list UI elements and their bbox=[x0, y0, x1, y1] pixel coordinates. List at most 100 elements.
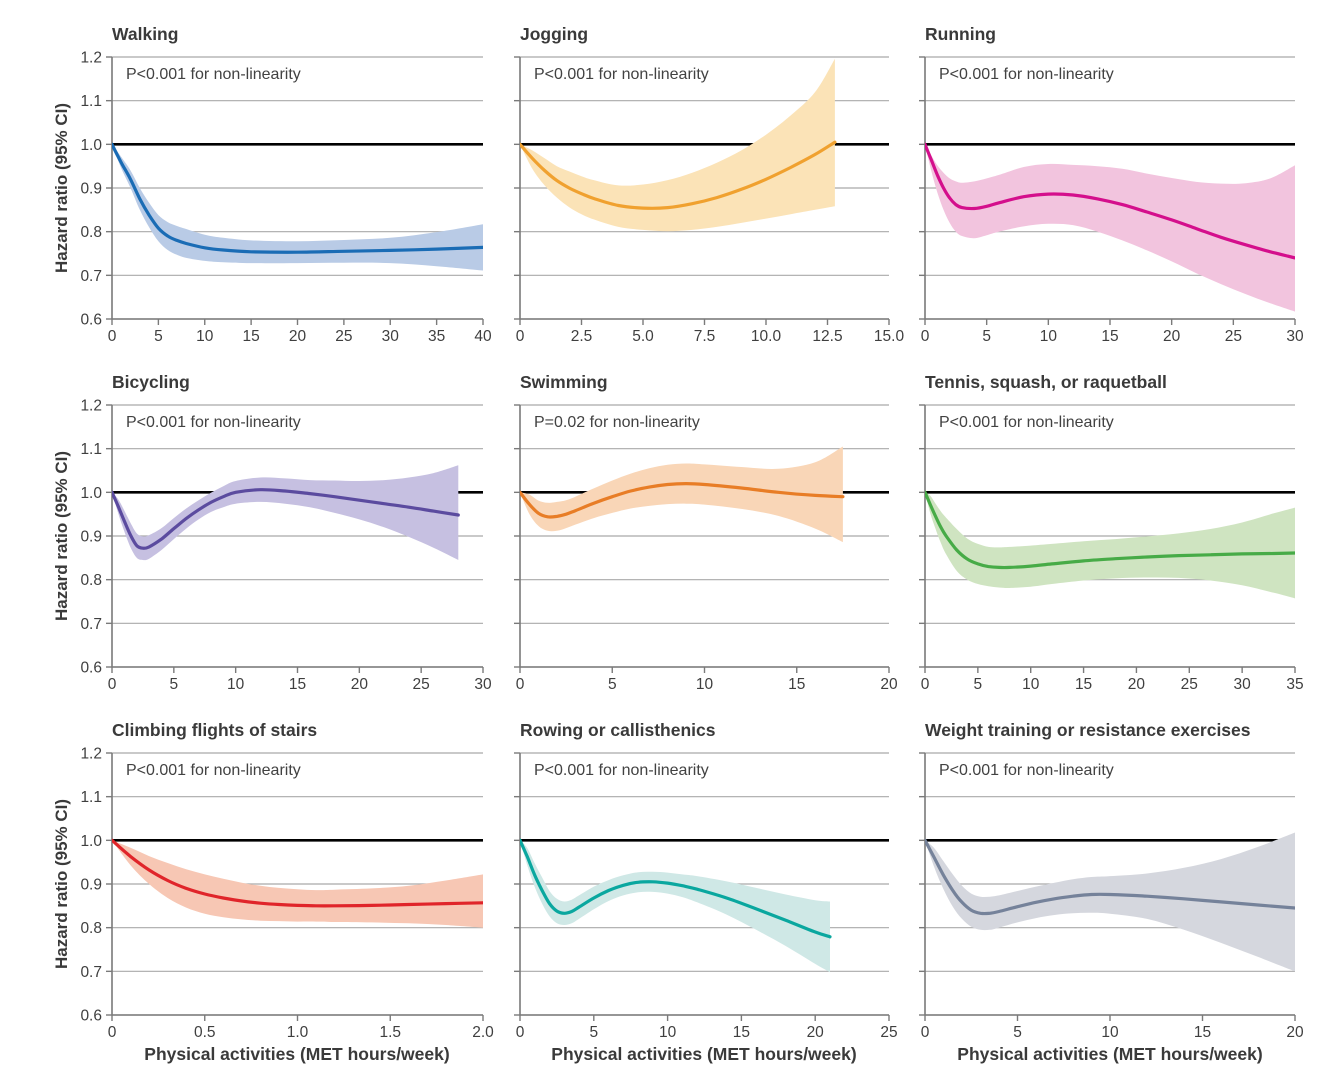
plot-bicycling: 1.2 1.1 1.0 0.9 0.8 0.7 0.6 0 5 10 15 20 25 30 bbox=[80, 397, 492, 693]
x-tick-label: 10 bbox=[659, 1024, 677, 1041]
x-tick-label: 2.0 bbox=[472, 1024, 494, 1041]
y-tick-label: 1.0 bbox=[80, 833, 102, 850]
x-tick-label: 20 bbox=[880, 676, 898, 693]
y-tick-label: 0.9 bbox=[80, 876, 102, 893]
hazard-ratio-curve bbox=[925, 838, 1295, 916]
x-tick-label: 7.5 bbox=[694, 328, 716, 345]
x-tick-label: 5 bbox=[608, 676, 617, 693]
panel-title-tennis: Tennis, squash, or raquetball bbox=[925, 372, 1167, 392]
x-tick-label: 25 bbox=[1181, 676, 1198, 693]
x-tick-label: 20 bbox=[351, 676, 369, 693]
panel-title-stairs: Climbing flights of stairs bbox=[112, 720, 318, 740]
x-tick-label: 30 bbox=[382, 328, 400, 345]
ci-band bbox=[925, 832, 1295, 972]
x-tick-label: 15 bbox=[788, 676, 805, 693]
x-tick-label: 0 bbox=[921, 1024, 930, 1041]
x-tick-label: 10 bbox=[1040, 328, 1058, 345]
y-tick-label: 0.8 bbox=[80, 224, 102, 241]
y-tick-label: 1.2 bbox=[80, 745, 102, 762]
x-tick-label: 15 bbox=[733, 1024, 750, 1041]
hazard-ratio-curve bbox=[925, 490, 1295, 570]
x-tick-label: 0.5 bbox=[194, 1024, 216, 1041]
ci-band bbox=[520, 840, 830, 973]
x-tick-label: 2.5 bbox=[571, 328, 593, 345]
panel-note-running: P<0.001 for non-linearity bbox=[939, 66, 1114, 83]
ci-band bbox=[925, 144, 1295, 312]
x-tick-label: 5 bbox=[170, 676, 179, 693]
x-tick-label: 5 bbox=[589, 1024, 598, 1041]
x-tick-label: 0 bbox=[108, 328, 117, 345]
plot-jogging: 0 2.5 5.0 7.5 10.0 12.5 15.0 bbox=[514, 56, 905, 345]
hazard-ratio-curve bbox=[520, 838, 832, 939]
x-tick-label: 0 bbox=[516, 1024, 525, 1041]
y-tick-label: 1.2 bbox=[80, 49, 102, 66]
x-tick-label: 20 bbox=[1163, 328, 1181, 345]
y-tick-label: 0.9 bbox=[80, 528, 102, 545]
x-tick-label: 25 bbox=[413, 676, 430, 693]
y-tick-label: 0.9 bbox=[80, 180, 102, 197]
x-tick-label: 5.0 bbox=[632, 328, 654, 345]
y-tick-label: 0.7 bbox=[80, 616, 102, 633]
panel-title-running: Running bbox=[925, 24, 996, 44]
x-tick-label: 35 bbox=[428, 328, 445, 345]
x-tick-label: 5 bbox=[154, 328, 163, 345]
ci-band bbox=[925, 492, 1295, 599]
ci-band bbox=[520, 58, 835, 232]
x-tick-label: 20 bbox=[1128, 676, 1146, 693]
plot-stairs: 1.2 1.1 1.0 0.9 0.8 0.7 0.6 0 0.5 1.0 1.5 2.0 bbox=[80, 745, 494, 1041]
hazard-ratio-curve bbox=[925, 142, 1295, 260]
panel-title-bicycling: Bicycling bbox=[112, 372, 190, 392]
panel-title-weight: Weight training or resistance exercises bbox=[925, 720, 1251, 740]
panel-title-rowing: Rowing or callisthenics bbox=[520, 720, 716, 740]
hazard-ratio-curve bbox=[112, 142, 483, 254]
x-tick-label: 15 bbox=[289, 676, 306, 693]
panel-title-swimming: Swimming bbox=[520, 372, 608, 392]
panel-note-rowing: P<0.001 for non-linearity bbox=[534, 762, 709, 779]
x-tick-label: 40 bbox=[474, 328, 492, 345]
x-tick-label: 30 bbox=[1286, 328, 1304, 345]
y-tick-label: 1.1 bbox=[80, 441, 102, 458]
x-tick-label: 15 bbox=[1101, 328, 1118, 345]
x-tick-label: 1.0 bbox=[287, 1024, 309, 1041]
x-tick-label: 0 bbox=[108, 676, 117, 693]
plot-weight: 0 5 10 15 20 bbox=[919, 752, 1304, 1041]
x-tick-label: 30 bbox=[474, 676, 492, 693]
x-tick-label: 20 bbox=[1286, 1024, 1304, 1041]
x-tick-label: 10 bbox=[696, 676, 714, 693]
panel-note-swimming: P=0.02 for non-linearity bbox=[534, 414, 700, 431]
plot-running: 0 5 10 15 20 25 30 bbox=[919, 56, 1304, 345]
panel-note-stairs: P<0.001 for non-linearity bbox=[126, 762, 301, 779]
x-axis-label: Physical activities (MET hours/week) bbox=[957, 1044, 1263, 1064]
plot-walking: 1.2 1.1 1.0 0.9 0.8 0.7 0.6 0 5 10 15 20 25 30 35 40 bbox=[80, 49, 492, 345]
x-tick-label: 25 bbox=[335, 328, 352, 345]
x-tick-label: 15.0 bbox=[874, 328, 905, 345]
panel-note-weight: P<0.001 for non-linearity bbox=[939, 762, 1114, 779]
panel-title-jogging: Jogging bbox=[520, 24, 589, 44]
x-tick-label: 10 bbox=[1101, 1024, 1119, 1041]
hazard-ratio-curve bbox=[112, 488, 460, 550]
x-tick-label: 5 bbox=[974, 676, 983, 693]
y-tick-label: 1.0 bbox=[80, 137, 102, 154]
x-tick-label: 10 bbox=[196, 328, 214, 345]
x-tick-label: 15 bbox=[1194, 1024, 1211, 1041]
x-tick-label: 20 bbox=[289, 328, 307, 345]
y-tick-label: 1.1 bbox=[80, 93, 102, 110]
y-tick-label: 0.8 bbox=[80, 920, 102, 937]
ci-band bbox=[112, 465, 459, 561]
y-tick-label: 0.7 bbox=[80, 268, 102, 285]
panel-note-walking: P<0.001 for non-linearity bbox=[126, 66, 301, 83]
y-tick-label: 1.0 bbox=[80, 485, 102, 502]
plot-swimming: 0 5 10 15 20 bbox=[514, 404, 898, 693]
x-tick-label: 10 bbox=[1022, 676, 1040, 693]
panel-note-tennis: P<0.001 for non-linearity bbox=[939, 414, 1114, 431]
ci-band bbox=[112, 144, 483, 271]
x-tick-label: 0 bbox=[108, 1024, 117, 1041]
y-tick-label: 0.6 bbox=[80, 659, 102, 676]
x-tick-label: 0 bbox=[921, 328, 930, 345]
x-tick-label: 20 bbox=[807, 1024, 825, 1041]
y-tick-label: 0.8 bbox=[80, 572, 102, 589]
plot-rowing: 0 5 10 15 20 25 bbox=[514, 752, 898, 1041]
x-tick-label: 0 bbox=[921, 676, 930, 693]
x-tick-label: 25 bbox=[880, 1024, 897, 1041]
